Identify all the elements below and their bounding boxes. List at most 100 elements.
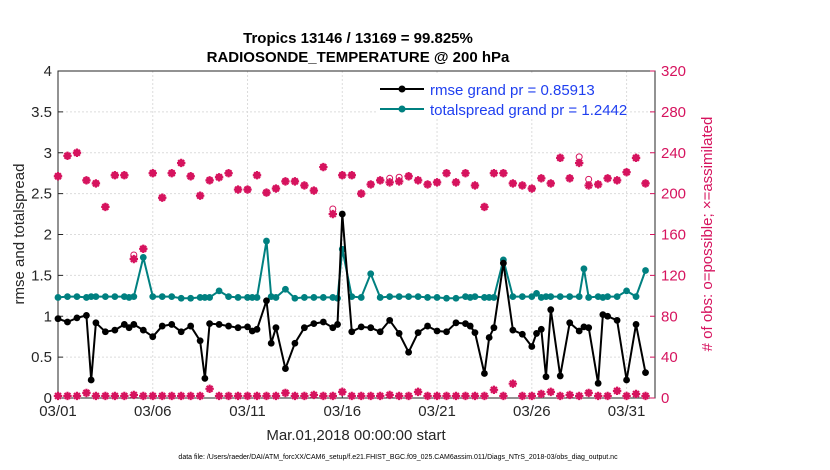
y-tick-label-right: 0 xyxy=(661,390,669,407)
totalspread-point xyxy=(405,293,413,301)
y-tick-label-left: 3 xyxy=(44,145,52,162)
y-tick-label-left: 2 xyxy=(44,227,52,244)
low-count-marker xyxy=(385,390,394,400)
rmse-point xyxy=(537,325,545,333)
x-axis-label: Mar.01,2018 00:00:00 start xyxy=(266,427,446,444)
totalspread-point xyxy=(585,294,593,301)
y-tick-label-right: 120 xyxy=(661,267,686,284)
rmse-point xyxy=(87,376,95,384)
low-count-marker xyxy=(423,391,432,401)
totalspread-point xyxy=(168,293,176,301)
assimilated-count-marker xyxy=(413,176,423,185)
low-count-marker xyxy=(404,391,413,401)
assimilated-count-marker xyxy=(233,185,243,194)
assimilated-count-marker xyxy=(461,168,470,178)
totalspread-point xyxy=(542,293,550,301)
low-count-marker xyxy=(603,391,612,401)
assimilated-count-marker xyxy=(252,171,262,180)
totalspread-point xyxy=(225,293,232,301)
assimilated-count-marker xyxy=(546,179,555,188)
low-count-marker xyxy=(366,391,375,401)
legend-spread-marker xyxy=(398,105,406,113)
x-tick-label: 03/11 xyxy=(229,403,265,420)
rmse-point xyxy=(196,337,204,345)
rmse-point xyxy=(83,312,90,319)
chart-subtitle: RADIOSONDE_TEMPERATURE @ 200 hPa xyxy=(207,49,510,66)
y-tick-label-left: 0 xyxy=(44,390,52,407)
assimilated-count-marker xyxy=(394,177,404,186)
low-count-marker xyxy=(537,389,546,399)
low-count-marker xyxy=(72,391,82,401)
totalspread-point xyxy=(642,267,649,274)
rmse-point xyxy=(177,328,185,336)
totalspread-point xyxy=(201,294,209,301)
low-count-marker xyxy=(631,389,641,399)
totalspread-point xyxy=(215,287,223,295)
y-tick-label-right: 80 xyxy=(661,308,678,325)
rmse-point xyxy=(386,316,394,324)
low-count-marker xyxy=(233,391,243,401)
legend-box xyxy=(378,75,610,119)
low-count-marker xyxy=(451,391,461,401)
assimilated-count-marker xyxy=(129,254,139,264)
totalspread-point xyxy=(424,294,431,301)
assimilated-count-marker xyxy=(631,153,641,163)
totalspread-point xyxy=(244,294,251,301)
totalspread-point xyxy=(518,293,526,301)
rmse-point xyxy=(556,372,564,380)
totalspread-point xyxy=(485,294,493,301)
low-count-marker xyxy=(584,388,593,398)
x-tick-label: 03/26 xyxy=(513,403,551,420)
assimilated-count-marker xyxy=(366,180,375,189)
x-tick-label: 03/31 xyxy=(608,403,646,420)
rmse-point xyxy=(54,315,62,323)
assimilated-count-marker xyxy=(300,181,309,190)
assimilated-count-marker xyxy=(622,167,631,177)
assimilated-count-marker xyxy=(110,171,120,180)
rmse-point xyxy=(291,339,299,347)
rmse-point xyxy=(376,328,384,336)
low-count-marker xyxy=(129,390,139,400)
assimilated-count-marker xyxy=(319,162,328,172)
low-count-marker xyxy=(309,390,319,400)
low-count-marker xyxy=(499,391,508,401)
low-count-marker xyxy=(319,391,328,401)
rmse-point xyxy=(509,326,517,334)
low-count-marker xyxy=(347,391,356,401)
low-count-marker xyxy=(110,391,120,401)
assimilated-count-marker xyxy=(489,168,499,178)
chart-title: Tropics 13146 / 13169 = 99.825% xyxy=(243,30,473,47)
low-count-marker xyxy=(489,385,499,395)
assimilated-count-marker xyxy=(357,189,366,198)
y-tick-label-right: 160 xyxy=(661,227,686,244)
assimilated-count-marker xyxy=(508,179,518,188)
rmse-point xyxy=(452,319,460,327)
assimilated-count-marker xyxy=(120,171,129,180)
low-count-marker xyxy=(167,391,176,401)
assimilated-count-marker xyxy=(281,177,290,186)
totalspread-point xyxy=(357,294,365,301)
totalspread-point xyxy=(509,293,517,301)
totalspread-point xyxy=(234,294,242,301)
legend-spread-label: totalspread grand pr = 1.2442 xyxy=(430,102,627,119)
assimilated-count-marker xyxy=(518,181,527,190)
assimilated-count-marker xyxy=(584,181,593,190)
rmse-point xyxy=(267,339,275,347)
rmse-point xyxy=(92,319,100,327)
rmse-point xyxy=(73,314,81,322)
low-count-marker xyxy=(262,391,271,401)
rmse-point xyxy=(225,322,232,330)
totalspread-point xyxy=(386,293,394,301)
assimilated-count-marker xyxy=(82,176,91,185)
assimilated-count-marker xyxy=(612,176,622,185)
assimilated-count-marker xyxy=(593,180,603,189)
totalspread-point xyxy=(613,293,621,301)
totalspread-point xyxy=(291,294,299,302)
totalspread-point xyxy=(452,294,460,302)
rmse-point xyxy=(357,323,365,331)
rmse-point xyxy=(215,321,223,328)
data-file-footer: data file: /Users/raeder/DAI/ATM_forcXX/… xyxy=(178,454,618,461)
low-count-marker xyxy=(328,391,338,401)
totalspread-point xyxy=(481,294,488,301)
totalspread-point xyxy=(632,293,640,301)
